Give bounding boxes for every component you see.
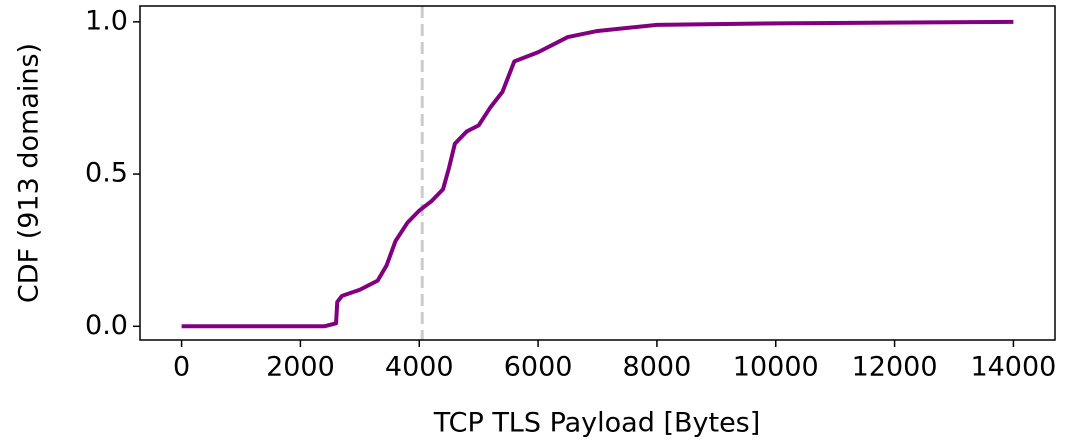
x-axis-label: TCP TLS Payload [Bytes] xyxy=(433,408,761,439)
x-tick-label: 12000 xyxy=(852,352,938,383)
series-line xyxy=(181,19,1014,329)
y-tick-label: 1.0 xyxy=(85,5,128,36)
x-tick-label: 2000 xyxy=(266,352,335,383)
y-axis-label: CDF (913 domains) xyxy=(14,43,45,303)
x-tick-label: 0 xyxy=(173,352,190,383)
x-tick-label: 8000 xyxy=(623,352,692,383)
y-tick-label: 0.5 xyxy=(85,158,128,189)
x-tick-label: 10000 xyxy=(733,352,819,383)
x-tick-label: 6000 xyxy=(504,352,573,383)
x-tick-label: 14000 xyxy=(970,352,1056,383)
y-tick-label: 0.0 xyxy=(85,310,128,341)
x-tick-label: 4000 xyxy=(385,352,454,383)
plot-frame xyxy=(139,5,1056,341)
